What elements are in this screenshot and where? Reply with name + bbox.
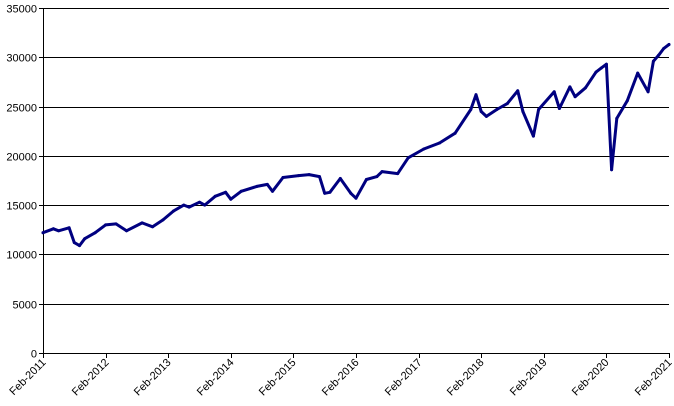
data-point [479,110,483,113]
data-point [453,131,457,135]
data-point [662,46,666,50]
data-point [531,134,535,138]
x-tick-labels: Feb-2011 Feb-2012 Feb-2013 Feb-2014 Feb-2015… [7,357,674,399]
data-point [307,173,311,177]
data-point [396,172,400,176]
data-point [161,218,165,222]
x-tick-label-10: Feb-2021 [633,357,674,399]
data-point [651,59,655,63]
x-tick-label-3: Feb-2014 [195,357,237,399]
x-tick-label-7: Feb-2018 [445,357,487,399]
data-point [83,237,87,241]
data-point [469,108,473,111]
data-point [438,141,441,145]
x-tick-label-2: Feb-2013 [132,357,174,399]
grid-lines [43,8,669,305]
y-tick-label-5000: 5000 [13,300,37,312]
data-point [584,86,587,90]
data-point [41,231,45,235]
data-point [610,168,614,172]
data-point [495,108,499,111]
data-point [229,197,233,201]
series-line-0 [41,43,671,248]
data-point [625,99,629,103]
data-point [406,156,410,160]
series-layer [41,43,671,248]
data-point [271,189,274,193]
data-point [380,170,384,174]
data-point [323,191,327,195]
data-point [239,189,243,193]
data-point [151,225,155,229]
data-point [328,190,332,194]
data-point [93,231,97,235]
y-tick-label-20000: 20000 [6,152,37,164]
x-tick-label-4: Feb-2015 [257,357,299,399]
data-point [646,90,650,94]
data-point [125,229,128,233]
data-point [297,174,301,178]
y-tick-label-30000: 30000 [6,53,37,65]
data-point [182,203,186,207]
x-tick-label-0: Feb-2011 [7,357,48,398]
x-tick-label-6: Feb-2017 [383,357,425,399]
data-point [521,110,525,113]
data-point [354,196,358,200]
x-tick-label-9: Feb-2020 [570,357,612,399]
data-point [187,205,191,209]
data-point [552,90,556,94]
data-point [636,71,640,75]
data-point [422,147,426,151]
data-point [474,93,478,97]
data-point [281,176,285,179]
y-tick-label-0: 0 [31,349,37,361]
data-point [78,244,81,248]
data-point [484,114,488,118]
data-point [615,116,619,120]
data-point [213,194,217,198]
data-point [573,95,577,99]
data-point [364,178,368,181]
data-point [349,191,353,195]
data-point [505,102,509,106]
data-point [318,175,321,179]
data-point [557,107,561,110]
data-point [72,241,76,245]
y-tick-label-35000: 35000 [6,4,37,16]
data-point [57,229,61,233]
data-point [51,227,55,231]
data-point [67,226,71,230]
data-point [198,200,201,204]
data-point [171,209,175,213]
data-point [594,70,598,74]
data-point [255,184,259,188]
y-tick-labels: 0 5000 10000 15000 20000 25000 30000 35000 [6,4,37,361]
x-tick-label-1: Feb-2012 [70,357,112,399]
y-tick-label-25000: 25000 [6,103,37,115]
y-tick-label-10000: 10000 [6,250,37,262]
data-point [516,89,520,93]
data-point [265,182,269,186]
data-point [104,223,108,227]
data-point [140,221,144,225]
data-point [338,177,342,180]
data-point [537,108,541,111]
x-tick-label-8: Feb-2019 [508,357,550,399]
data-point [599,66,603,70]
y-tick-label-15000: 15000 [6,201,37,213]
data-point [568,85,572,89]
data-point [604,62,608,66]
x-tick-label-5: Feb-2016 [320,357,362,399]
data-point [375,175,379,179]
data-point [203,203,207,207]
axes [39,8,670,358]
data-point [667,43,671,46]
data-point [224,190,228,194]
data-point [657,53,661,57]
data-point [114,222,118,226]
